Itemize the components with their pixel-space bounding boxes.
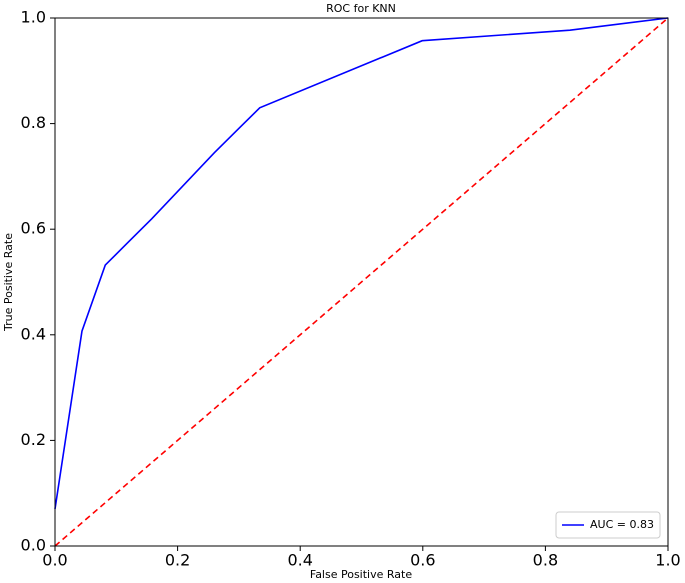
roc-line xyxy=(54,17,669,510)
x-tick-label: 0.4 xyxy=(287,551,312,570)
y-tick-label: 0.6 xyxy=(21,219,46,238)
x-tick-label: 0.2 xyxy=(165,551,190,570)
y-axis-label: True Positive Rate xyxy=(2,233,15,332)
plot-frame xyxy=(54,17,669,547)
legend-label: AUC = 0.83 xyxy=(590,518,654,531)
y-tick-label: 1.0 xyxy=(21,8,46,27)
chart-title: ROC for KNN xyxy=(326,2,396,15)
roc-line xyxy=(54,17,669,547)
x-tick-label: 0.0 xyxy=(42,551,67,570)
y-tick-label: 0.0 xyxy=(21,536,46,555)
y-tick-label: 0.2 xyxy=(21,430,46,449)
x-tick-label: 0.8 xyxy=(533,551,558,570)
y-tick-label: 0.8 xyxy=(21,113,46,132)
x-tick-label: 1.0 xyxy=(655,551,680,570)
y-tick-label: 0.4 xyxy=(21,324,46,343)
legend-box xyxy=(555,511,661,539)
x-tick-label: 0.6 xyxy=(410,551,435,570)
x-axis-label: False Positive Rate xyxy=(310,568,412,581)
